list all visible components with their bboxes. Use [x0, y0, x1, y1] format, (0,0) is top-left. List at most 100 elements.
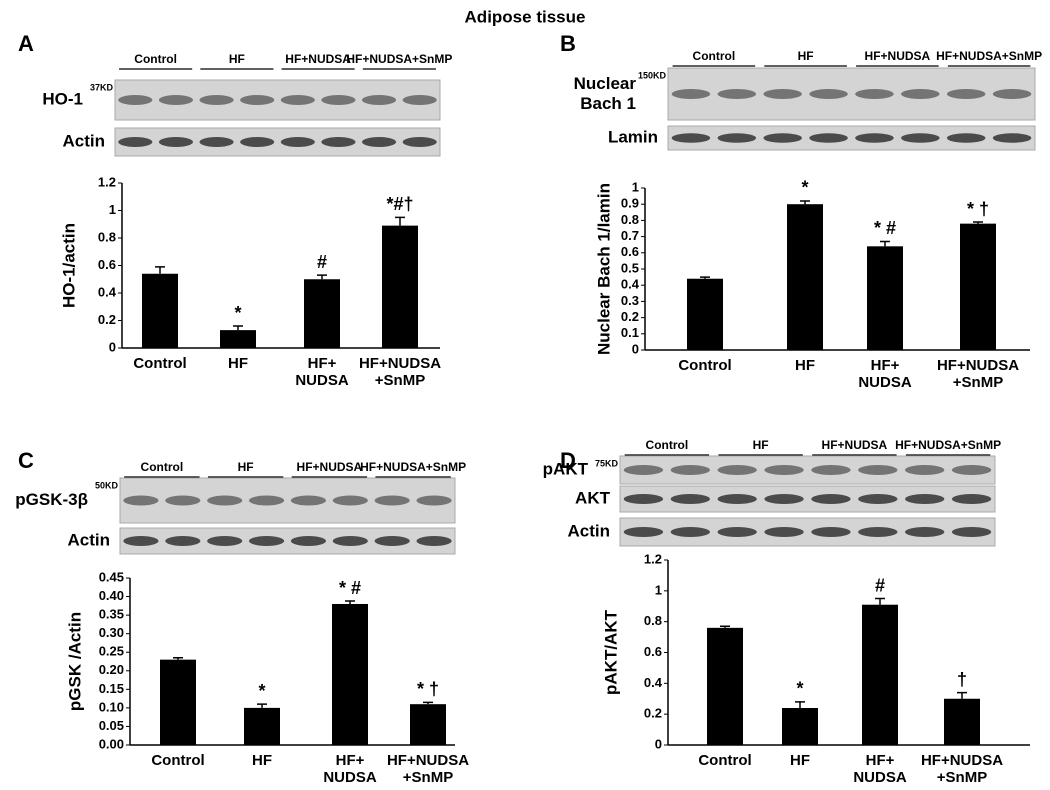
blot-band [123, 536, 159, 546]
blot-group-label: HF+NUDSA+SnMP [346, 52, 452, 66]
bar [142, 273, 178, 348]
blot-row-label: Actin [68, 530, 111, 549]
y-tick-label: 0.7 [621, 228, 639, 243]
blot-band [946, 89, 986, 99]
blot-group-label: HF+NUDSA [822, 438, 888, 452]
blot-row-label: Actin [63, 131, 106, 150]
blot-band [118, 137, 153, 147]
significance-mark: * [801, 178, 808, 198]
blot-band [321, 137, 356, 147]
blot-band [332, 536, 368, 546]
error-bar [423, 701, 433, 705]
blot-group-label: HF+NUDSA+SnMP [895, 438, 1001, 452]
blot-band [671, 89, 711, 99]
error-bar [800, 200, 810, 205]
significance-mark: * [234, 303, 241, 323]
x-tick-label: HF+ NUDSA [853, 752, 907, 786]
error-bar [317, 274, 327, 280]
bar [960, 223, 996, 350]
error-bar [880, 240, 890, 247]
blot-band [158, 137, 193, 147]
blot-band [764, 494, 804, 504]
blot-group-label: HF [238, 460, 254, 474]
blot-band [905, 465, 945, 475]
y-tick-label: 0.4 [98, 284, 117, 299]
x-tick-label: HF+NUDSA +SnMP [359, 355, 441, 389]
y-tick-label: 0 [632, 341, 639, 356]
x-tick-label: HF [790, 752, 810, 769]
blot-group-label: HF+NUDSA [285, 52, 351, 66]
bar [332, 603, 368, 745]
y-tick-label: 0.5 [621, 260, 639, 275]
bar [687, 278, 723, 350]
y-tick-label: 0.45 [99, 569, 124, 584]
blot-band [809, 133, 848, 143]
bar [782, 708, 818, 745]
blot-band [855, 133, 894, 143]
y-tick-label: 0.10 [99, 699, 124, 714]
y-tick-label: 0.15 [99, 681, 124, 696]
mw-marker: 150KD [638, 70, 667, 80]
blot-row-label: HO-1 [42, 89, 83, 108]
significance-mark: * [258, 681, 265, 701]
blot-band [280, 95, 315, 105]
error-bar [395, 216, 405, 226]
blot-band [332, 495, 368, 506]
y-tick-label: 0.3 [621, 293, 639, 308]
panel-letter: B [560, 31, 576, 56]
significance-mark: # [317, 252, 327, 272]
significance-mark: * # [339, 578, 361, 598]
y-tick-label: 0.8 [98, 229, 116, 244]
error-bar [173, 657, 183, 660]
bar [707, 627, 743, 745]
y-tick-label: 0.30 [99, 625, 124, 640]
blot-band [402, 95, 437, 105]
error-bar [957, 691, 967, 699]
x-tick-label: HF+ NUDSA [323, 752, 377, 786]
mw-marker: 37KD [90, 82, 114, 92]
bar [410, 704, 446, 745]
x-tick-label: HF+ NUDSA [295, 355, 349, 389]
significance-mark: † [957, 669, 967, 689]
blot-band [717, 465, 757, 475]
blot-band [901, 89, 940, 99]
y-tick-label: 0 [109, 339, 116, 354]
y-tick-label: 0.6 [621, 244, 639, 259]
bar [862, 604, 898, 745]
blot-row-label: AKT [575, 488, 611, 507]
y-tick-label: 1.2 [644, 551, 662, 566]
blot-band [670, 494, 710, 504]
bar [304, 279, 340, 348]
error-bar [700, 276, 710, 279]
y-tick-label: 0.40 [99, 588, 124, 603]
blot-band [670, 527, 710, 537]
blot-band [207, 495, 243, 506]
y-tick-label: 0.4 [644, 675, 663, 690]
blot-band [374, 536, 410, 546]
significance-mark: # [875, 575, 885, 595]
blot-band [290, 495, 327, 506]
significance-mark: *#† [386, 194, 413, 214]
blot-group-label: HF+NUDSA+SnMP [360, 460, 466, 474]
mw-marker: 75KD [595, 458, 619, 468]
blot-row-label: Actin [568, 521, 611, 540]
x-tick-label: Control [678, 357, 731, 374]
y-tick-label: 0 [655, 736, 662, 751]
y-tick-label: 0.00 [99, 736, 124, 751]
significance-mark: * [796, 679, 803, 699]
y-tick-label: 1 [109, 202, 116, 217]
blot-band [207, 536, 243, 546]
blot-row-label: pGSK-3β [15, 490, 88, 509]
blot-band [809, 89, 848, 99]
blot-band [199, 95, 234, 105]
blot-band [811, 465, 851, 475]
blot-band [992, 89, 1032, 99]
panel-letter: C [18, 448, 34, 473]
bar [382, 225, 418, 348]
blot-band [717, 89, 757, 99]
blot-group-label: HF [753, 438, 769, 452]
blot-band [362, 95, 397, 105]
x-tick-label: HF [795, 357, 815, 374]
blot-band [764, 527, 804, 537]
error-bar [973, 221, 983, 224]
